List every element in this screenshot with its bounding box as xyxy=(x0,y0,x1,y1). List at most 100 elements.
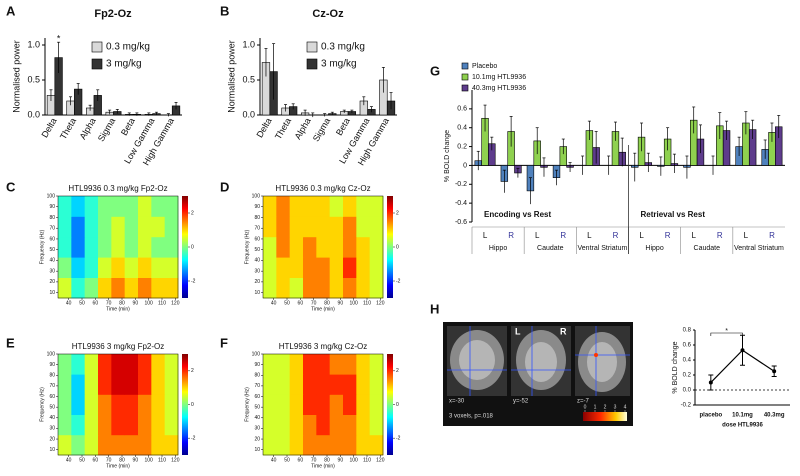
heatmap-cell xyxy=(124,236,139,258)
y-tick-label: 0.5 xyxy=(242,74,255,84)
y-tick-label: 0.6 xyxy=(457,106,467,113)
colorbar-tick-label: 0 xyxy=(191,244,194,250)
heatmap-cell xyxy=(369,394,384,415)
group-label: Hippo xyxy=(489,245,507,252)
heatmap-cell xyxy=(316,216,331,238)
heatmap-cell xyxy=(98,257,112,278)
heatmap-cell xyxy=(369,414,384,436)
heatmap-cell xyxy=(343,236,357,258)
heatmap-cell xyxy=(276,434,291,456)
heatmap-cell xyxy=(289,257,304,278)
x-tick-label: 40 xyxy=(66,457,72,463)
panel-label: B xyxy=(220,3,229,18)
annotation: * xyxy=(57,34,61,44)
heatmap-cell xyxy=(329,236,344,258)
x-tick-label: 60 xyxy=(298,300,304,306)
heatmap-cell xyxy=(276,354,291,375)
group-label: Caudate xyxy=(537,245,564,252)
x-tick-label: 60 xyxy=(298,457,304,463)
brain-images: x=-30 y=-52 z=-7 L R 3 voxels, p=.018 xyxy=(443,322,633,426)
heatmap-cell xyxy=(151,354,166,375)
heatmap-cell xyxy=(356,236,371,258)
y-axis-label: % BOLD change xyxy=(672,341,679,393)
heatmap-cell xyxy=(303,236,317,258)
y-tick-label: 60 xyxy=(49,236,55,242)
x-tick-label: 70 xyxy=(106,300,112,306)
heatmap-cell xyxy=(276,414,291,436)
x-tick-label: 120 xyxy=(171,457,180,463)
y-tick-label: 20 xyxy=(254,436,260,442)
x-tick-label: Theta xyxy=(58,116,78,141)
activation-spot xyxy=(594,353,598,357)
heatmap-cell xyxy=(84,374,99,395)
heatmap-cell xyxy=(151,277,166,299)
heatmap-cell xyxy=(98,434,112,456)
heatmap-cell xyxy=(124,196,139,217)
heatmap-cell xyxy=(369,374,384,395)
heatmap-cell xyxy=(138,257,152,278)
chart-title: HTL9936 0.3 mg/kg Fp2-Oz xyxy=(68,184,167,193)
point xyxy=(708,380,713,385)
heatmap-cell xyxy=(164,257,179,278)
x-tick-label: 60 xyxy=(93,457,99,463)
heatmap-cell xyxy=(84,216,99,238)
heatmap-cell xyxy=(316,354,331,375)
y-axis-label: Frequency (Hz) xyxy=(39,229,45,264)
x-axis-label: Time (min) xyxy=(311,463,335,469)
heatmap-cell xyxy=(71,374,86,395)
x-tick-label: 90 xyxy=(133,300,139,306)
y-tick-label: 30 xyxy=(254,426,260,432)
heatmap-cell xyxy=(151,434,166,456)
x-tick-label: 50 xyxy=(79,300,85,306)
y-tick-label: 50 xyxy=(49,247,55,253)
crosshairs xyxy=(447,326,630,396)
colorbar-tick-label: -2 xyxy=(191,278,196,284)
x-tick-label: R xyxy=(665,231,671,240)
heatmap-cell xyxy=(263,414,277,436)
heatmap-cell xyxy=(111,216,126,238)
heatmap-cell xyxy=(329,414,344,436)
heatmap-cell xyxy=(164,434,179,456)
heatmap-cell xyxy=(124,434,139,456)
y-tick-label: 100 xyxy=(252,193,261,199)
y-tick-label: -0.6 xyxy=(455,219,467,226)
x-tick-label: Beta xyxy=(334,116,352,137)
y-tick-label: 0.6 xyxy=(683,343,692,349)
heatmap-cell xyxy=(263,354,277,375)
y-tick-label: 0.8 xyxy=(683,328,692,334)
y-tick-label: 80 xyxy=(254,373,260,379)
heatmap-cell xyxy=(303,374,317,395)
legend-label: 0.3 mg/kg xyxy=(106,42,150,53)
heatmap-cell xyxy=(164,394,179,415)
plot-frame xyxy=(57,195,179,299)
heatmap-cell xyxy=(111,277,126,299)
x-tick-label: 80 xyxy=(324,300,330,306)
heatmap-cell xyxy=(356,434,371,456)
x-tick-label: Sigma xyxy=(311,116,332,143)
heatmap-cell xyxy=(356,374,371,395)
y-tick-label: 60 xyxy=(254,236,260,242)
heatmap-cell xyxy=(164,374,179,395)
heatmap-cell xyxy=(84,414,99,436)
colorbar xyxy=(387,354,393,455)
image-colorbar-label: 1 xyxy=(594,404,597,410)
heatmap-cell xyxy=(58,434,72,456)
heatmap-cell xyxy=(164,277,179,299)
x-tick-label: 80 xyxy=(119,457,125,463)
image-colorbar xyxy=(583,412,627,421)
sagittal-inner xyxy=(459,340,495,380)
heatmap-cell xyxy=(71,434,86,456)
heatmap-cell xyxy=(124,414,139,436)
legend-label: Placebo xyxy=(472,63,497,70)
y-axis-label: Frequency (Hz) xyxy=(244,387,250,422)
x-tick-label: L xyxy=(691,231,696,240)
heatmap-cell xyxy=(356,277,371,299)
heatmap-cell xyxy=(151,236,166,258)
heatmap-cell xyxy=(98,374,112,395)
x-tick-label: 50 xyxy=(79,457,85,463)
heatmap-cell xyxy=(303,354,317,375)
heatmap-cell xyxy=(111,196,126,217)
heatmap-cell xyxy=(356,354,371,375)
heatmap-cell xyxy=(343,216,357,238)
y-tick-label: 60 xyxy=(49,394,55,400)
